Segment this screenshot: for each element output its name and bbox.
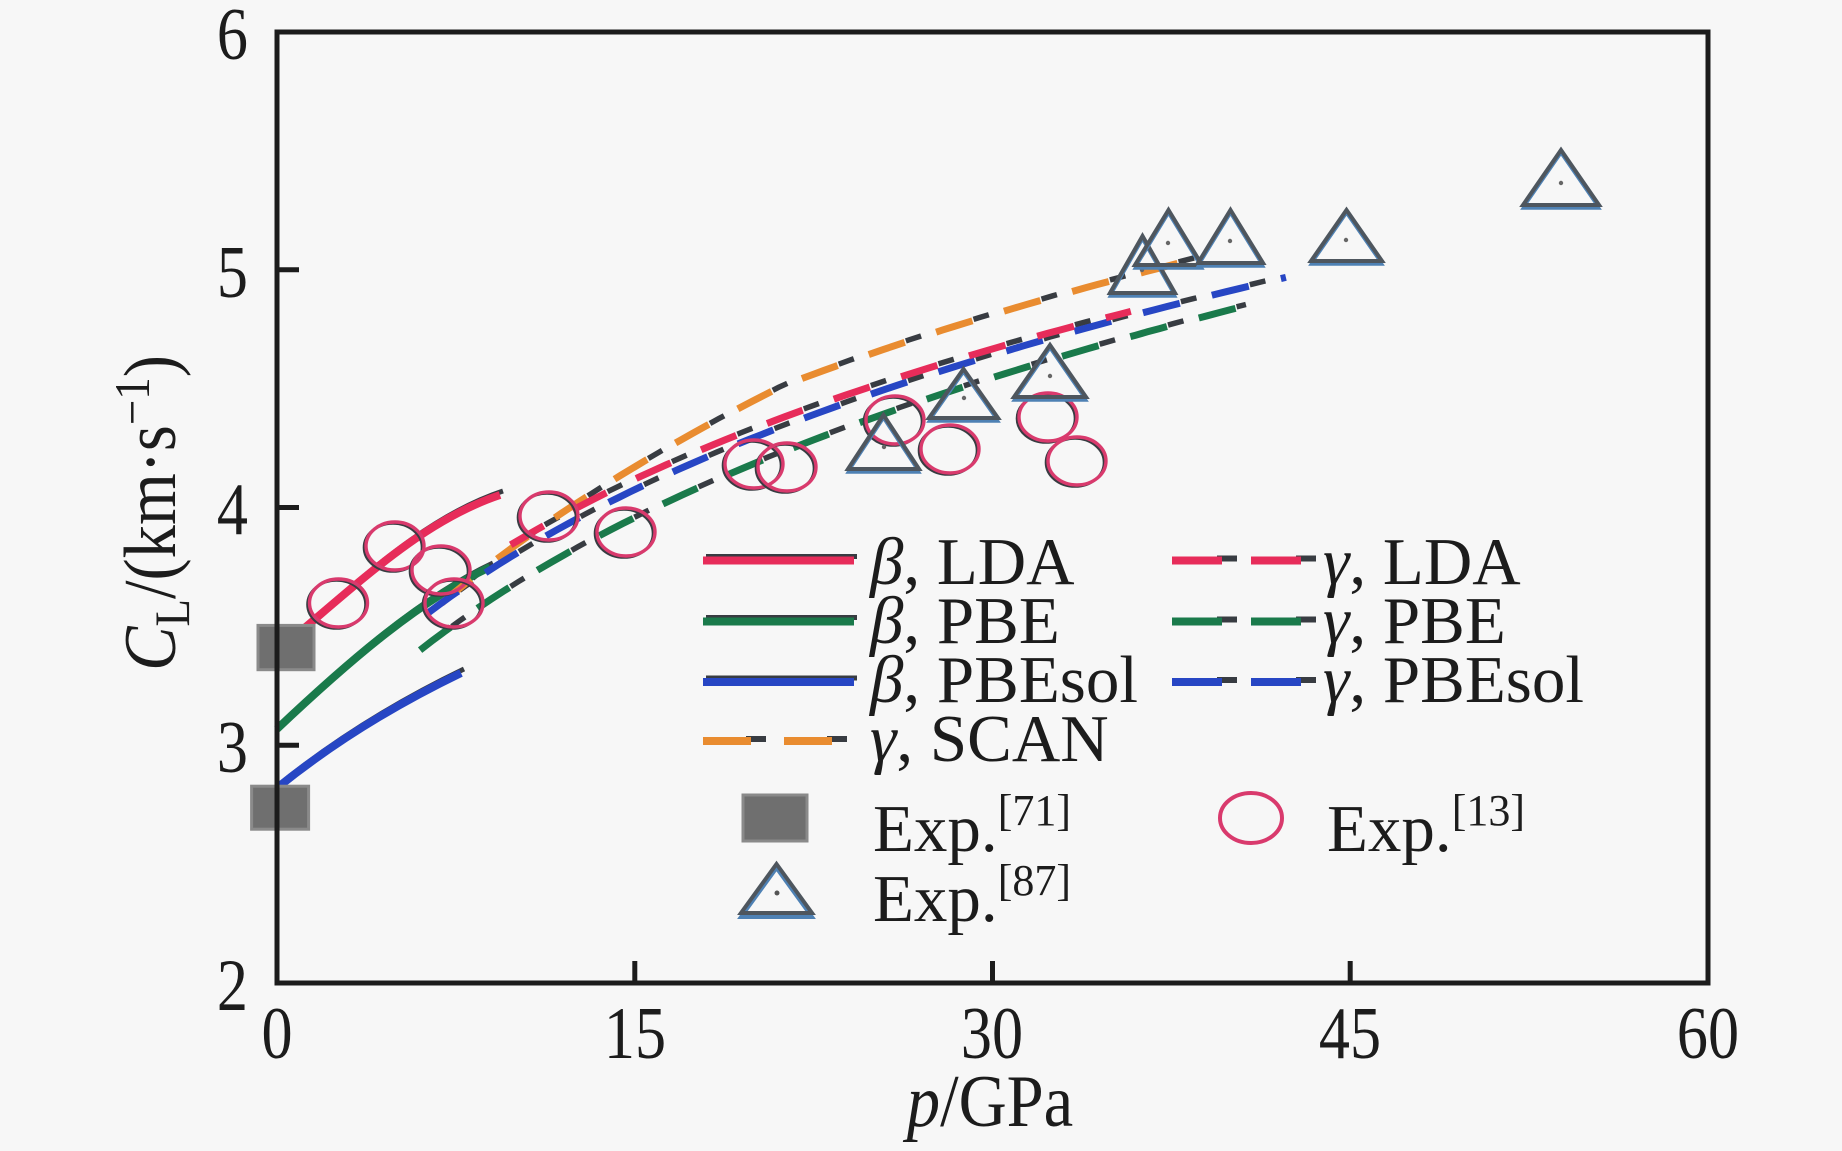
svg-text:60: 60 [1677, 992, 1739, 1074]
svg-text:2: 2 [217, 944, 248, 1026]
svg-text:30: 30 [961, 992, 1023, 1074]
svg-text:5: 5 [217, 231, 248, 313]
svg-text:γ, LDA: γ, LDA [1323, 525, 1521, 599]
svg-text:3: 3 [217, 706, 248, 788]
svg-text:β, LDA: β, LDA [868, 525, 1075, 599]
svg-text:4: 4 [217, 468, 248, 550]
svg-text:p/GPa: p/GPa [902, 1061, 1073, 1143]
svg-text:45: 45 [1319, 992, 1381, 1074]
svg-text:γ, SCAN: γ, SCAN [870, 702, 1109, 776]
svg-text:0: 0 [261, 992, 292, 1074]
svg-text:CL/(km·s−1): CL/(km·s−1) [106, 355, 201, 671]
svg-text:β, PBE: β, PBE [868, 584, 1060, 658]
svg-text:β, PBEsol: β, PBEsol [868, 643, 1138, 717]
svg-text:6: 6 [217, 0, 248, 75]
svg-text:γ, PBE: γ, PBE [1323, 584, 1506, 658]
svg-text:15: 15 [604, 992, 666, 1074]
svg-text:γ, PBEsol: γ, PBEsol [1323, 643, 1584, 717]
